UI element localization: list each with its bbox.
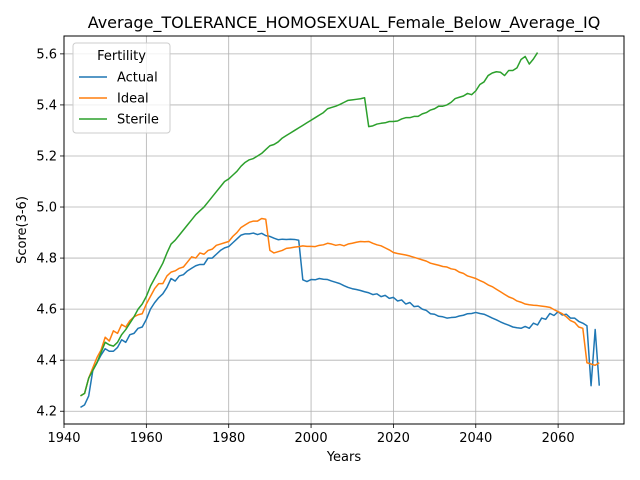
y-tick-label: 4.2 [36, 405, 57, 420]
legend: Fertility Actual Ideal Sterile [73, 43, 170, 133]
x-tick-label: 2040 [459, 431, 492, 446]
x-tick-label: 2020 [377, 431, 410, 446]
y-tick-label: 4.4 [36, 354, 57, 369]
y-tick-label: 5.2 [36, 149, 57, 164]
legend-title: Fertility [97, 49, 146, 64]
y-tick-label: 5.0 [36, 201, 57, 216]
y-tick-label: 5.4 [36, 98, 57, 113]
y-tick-label: 4.8 [36, 252, 57, 267]
y-axis-label: Score(3-6) [15, 196, 30, 264]
y-tick-label: 5.6 [36, 47, 57, 62]
x-tick-label: 1960 [130, 431, 163, 446]
y-tick-label: 4.6 [36, 303, 57, 318]
legend-label-sterile: Sterile [117, 113, 159, 128]
x-tick-label: 1940 [47, 431, 80, 446]
series-line-ideal [80, 219, 599, 396]
x-axis-label: Years [326, 450, 362, 465]
x-tick-label: 2000 [295, 431, 328, 446]
legend-label-actual: Actual [117, 71, 158, 86]
x-tick-label: 2060 [542, 431, 575, 446]
series-line-actual [80, 233, 599, 407]
legend-label-ideal: Ideal [117, 92, 149, 107]
chart-title: Average_TOLERANCE_HOMOSEXUAL_Female_Belo… [88, 13, 601, 33]
x-tick-label: 1980 [212, 431, 245, 446]
